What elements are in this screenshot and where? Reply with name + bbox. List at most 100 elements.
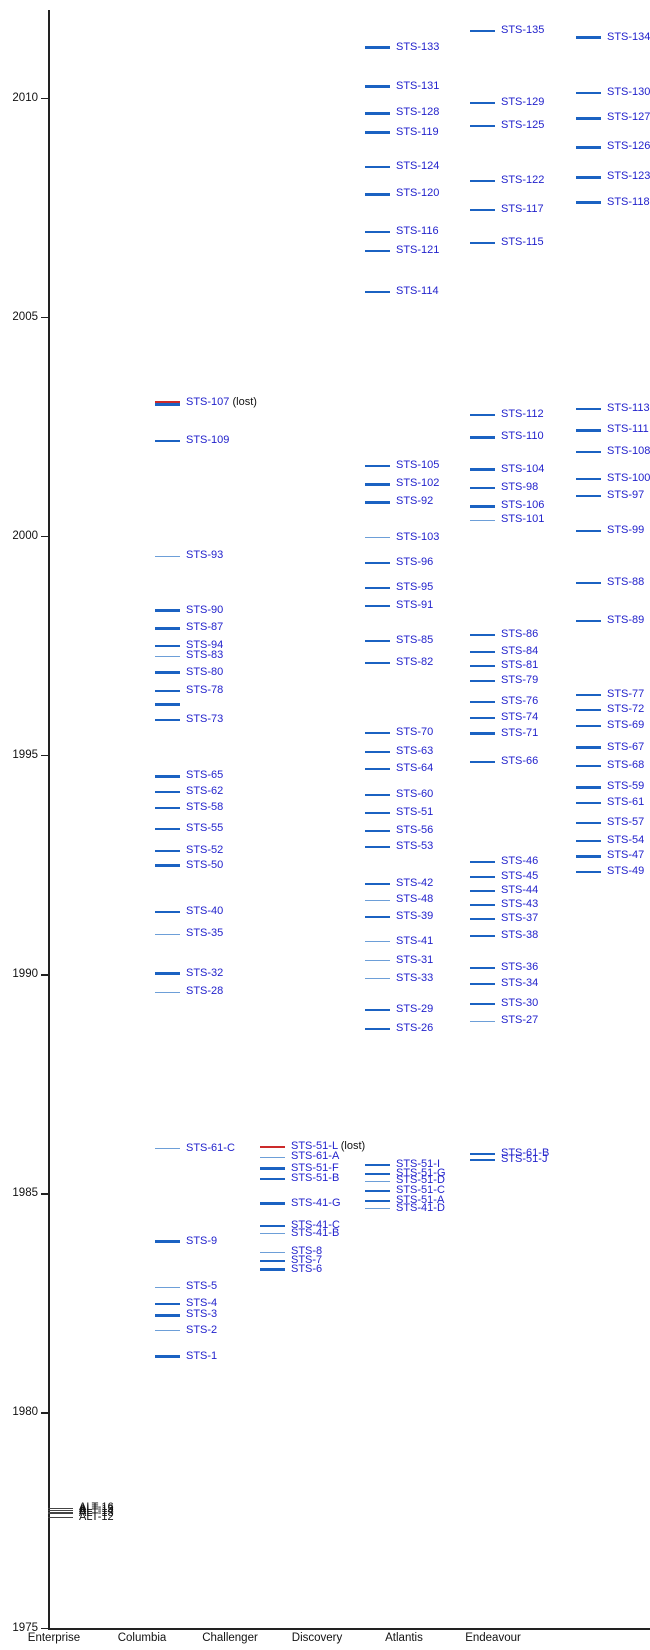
mission-line-sts-53 bbox=[365, 845, 390, 848]
mission-line-sts-60 bbox=[365, 794, 390, 797]
mission-label-sts-94: STS-94 bbox=[186, 638, 224, 651]
mission-label-sts-68: STS-68 bbox=[607, 758, 645, 771]
mission-label-sts-57: STS-57 bbox=[607, 815, 645, 828]
mission-label-sts-4: STS-4 bbox=[186, 1296, 218, 1309]
mission-label-sts-123: STS-123 bbox=[607, 170, 650, 183]
mission-label-sts-109: STS-109 bbox=[186, 434, 230, 447]
mission-label-sts-79: STS-79 bbox=[501, 673, 539, 686]
mission-line-alt-13 bbox=[48, 1513, 73, 1515]
mission-line-sts-78 bbox=[155, 690, 180, 693]
mission-label-sts-51-c: STS-51-C bbox=[396, 1183, 445, 1196]
mission-line-sts-35 bbox=[155, 933, 180, 935]
mission-line-sts-88 bbox=[576, 582, 601, 585]
mission-label-sts-9: STS-9 bbox=[186, 1234, 218, 1247]
mission-lost-suffix: (lost) bbox=[229, 396, 257, 409]
mission-label-sts-53: STS-53 bbox=[396, 839, 434, 852]
mission-line-sts-34 bbox=[470, 982, 495, 985]
mission-label-sts-100: STS-100 bbox=[607, 472, 650, 485]
mission-label-sts-51-l: STS-51-L (lost) bbox=[291, 1139, 366, 1152]
y-axis-tick-mark bbox=[41, 974, 48, 976]
mission-label-sts-70: STS-70 bbox=[396, 725, 434, 738]
mission-label-sts-116: STS-116 bbox=[396, 225, 439, 238]
mission-label-sts-1: STS-1 bbox=[186, 1349, 218, 1362]
mission-label-sts-101: STS-101 bbox=[501, 513, 545, 526]
mission-line-sts-107 bbox=[155, 400, 180, 406]
mission-label-sts-51-i: STS-51-I bbox=[396, 1157, 441, 1170]
mission-line-sts-6 bbox=[260, 1268, 285, 1272]
mission-label-sts-96: STS-96 bbox=[396, 555, 434, 568]
mission-label-sts-77: STS-77 bbox=[607, 687, 645, 700]
mission-label-sts-86: STS-86 bbox=[501, 628, 539, 641]
mission-line-sts-104 bbox=[470, 468, 495, 472]
mission-line-sts-56 bbox=[365, 830, 390, 833]
mission-label-sts-27: STS-27 bbox=[501, 1014, 539, 1027]
mission-label-sts-66: STS-66 bbox=[501, 755, 539, 768]
mission-line-sts-115 bbox=[470, 242, 495, 245]
mission-label-sts-40: STS-40 bbox=[186, 905, 224, 918]
mission-label-sts-55: STS-55 bbox=[186, 822, 224, 835]
mission-label-sts-120: STS-120 bbox=[396, 187, 440, 200]
mission-line-alt-16 bbox=[48, 1507, 73, 1509]
mission-line-sts-133 bbox=[365, 46, 390, 50]
mission-line-sts-26 bbox=[365, 1028, 390, 1031]
mission-line-sts-50 bbox=[155, 864, 180, 868]
mission-line-sts-109 bbox=[155, 440, 180, 443]
mission-label-sts-62: STS-62 bbox=[186, 784, 224, 797]
mission-label-sts-51-b: STS-51-B bbox=[291, 1172, 340, 1185]
mission-label-sts-129: STS-129 bbox=[501, 96, 545, 109]
mission-line bbox=[155, 703, 180, 707]
mission-line-sts-92 bbox=[365, 500, 390, 504]
mission-line-sts-61 bbox=[576, 801, 601, 804]
y-axis-tick-label: 1975 bbox=[12, 1621, 38, 1634]
mission-label-sts-118: STS-118 bbox=[607, 195, 650, 208]
mission-label-sts-44: STS-44 bbox=[501, 883, 539, 896]
mission-line-sts-62 bbox=[155, 790, 180, 793]
y-axis-tick-label: 1995 bbox=[12, 748, 38, 761]
mission-label-sts-61-c: STS-61-C bbox=[186, 1141, 235, 1154]
mission-lost-suffix: (lost) bbox=[337, 1139, 366, 1152]
mission-label-sts-121: STS-121 bbox=[396, 243, 440, 256]
mission-line-sts-45 bbox=[470, 875, 495, 878]
mission-label-sts-51-a: STS-51-A bbox=[396, 1193, 445, 1206]
mission-line-sts-106 bbox=[470, 504, 495, 508]
mission-line-sts-135 bbox=[470, 30, 495, 33]
mission-label-sts-112: STS-112 bbox=[501, 407, 544, 420]
mission-label-sts-64: STS-64 bbox=[396, 762, 434, 775]
mission-label-sts-58: STS-58 bbox=[186, 801, 224, 814]
mission-label-sts-130: STS-130 bbox=[607, 86, 650, 99]
mission-line-sts-64 bbox=[365, 768, 390, 771]
orbiter-label-atlantis: Atlantis bbox=[385, 1632, 423, 1644]
orbiter-label-enterprise: Enterprise bbox=[27, 1632, 81, 1644]
mission-label-sts-92: STS-92 bbox=[396, 495, 434, 508]
mission-line-sts-51-d bbox=[365, 1180, 390, 1182]
mission-label-sts-59: STS-59 bbox=[607, 780, 645, 793]
mission-label-sts-89: STS-89 bbox=[607, 614, 645, 627]
mission-label-sts-3: STS-3 bbox=[186, 1308, 218, 1321]
mission-line-sts-134 bbox=[576, 36, 601, 40]
mission-line-sts-29 bbox=[365, 1008, 390, 1011]
mission-label-sts-98: STS-98 bbox=[501, 480, 539, 493]
mission-line-sts-7 bbox=[260, 1260, 285, 1263]
mission-label-sts-47: STS-47 bbox=[607, 849, 645, 862]
mission-line-sts-113 bbox=[576, 408, 601, 411]
mission-line-sts-91 bbox=[365, 604, 390, 607]
mission-line-sts-41-b bbox=[260, 1233, 285, 1235]
mission-label-alt-13: ALT-13 bbox=[79, 1506, 114, 1519]
mission-label-sts-65: STS-65 bbox=[186, 769, 224, 782]
mission-line-sts-83 bbox=[155, 655, 180, 657]
y-axis-tick-label: 1985 bbox=[12, 1187, 38, 1200]
mission-line-sts-61-b bbox=[470, 1152, 495, 1155]
mission-line-sts-98 bbox=[470, 486, 495, 489]
mission-line-sts-118 bbox=[576, 201, 601, 205]
mission-line-sts-27 bbox=[470, 1020, 495, 1022]
mission-label-sts-41: STS-41 bbox=[396, 934, 434, 947]
mission-label-sts-131: STS-131 bbox=[396, 79, 440, 92]
mission-line-sts-58 bbox=[155, 807, 180, 810]
mission-line-sts-111 bbox=[576, 428, 601, 432]
mission-line-sts-43 bbox=[470, 903, 495, 906]
mission-line-sts-116 bbox=[365, 231, 390, 234]
mission-line-sts-94 bbox=[155, 644, 180, 647]
mission-line-sts-41 bbox=[365, 941, 390, 943]
mission-label-sts-111: STS-111 bbox=[607, 423, 649, 436]
mission-line-sts-108 bbox=[576, 450, 601, 453]
